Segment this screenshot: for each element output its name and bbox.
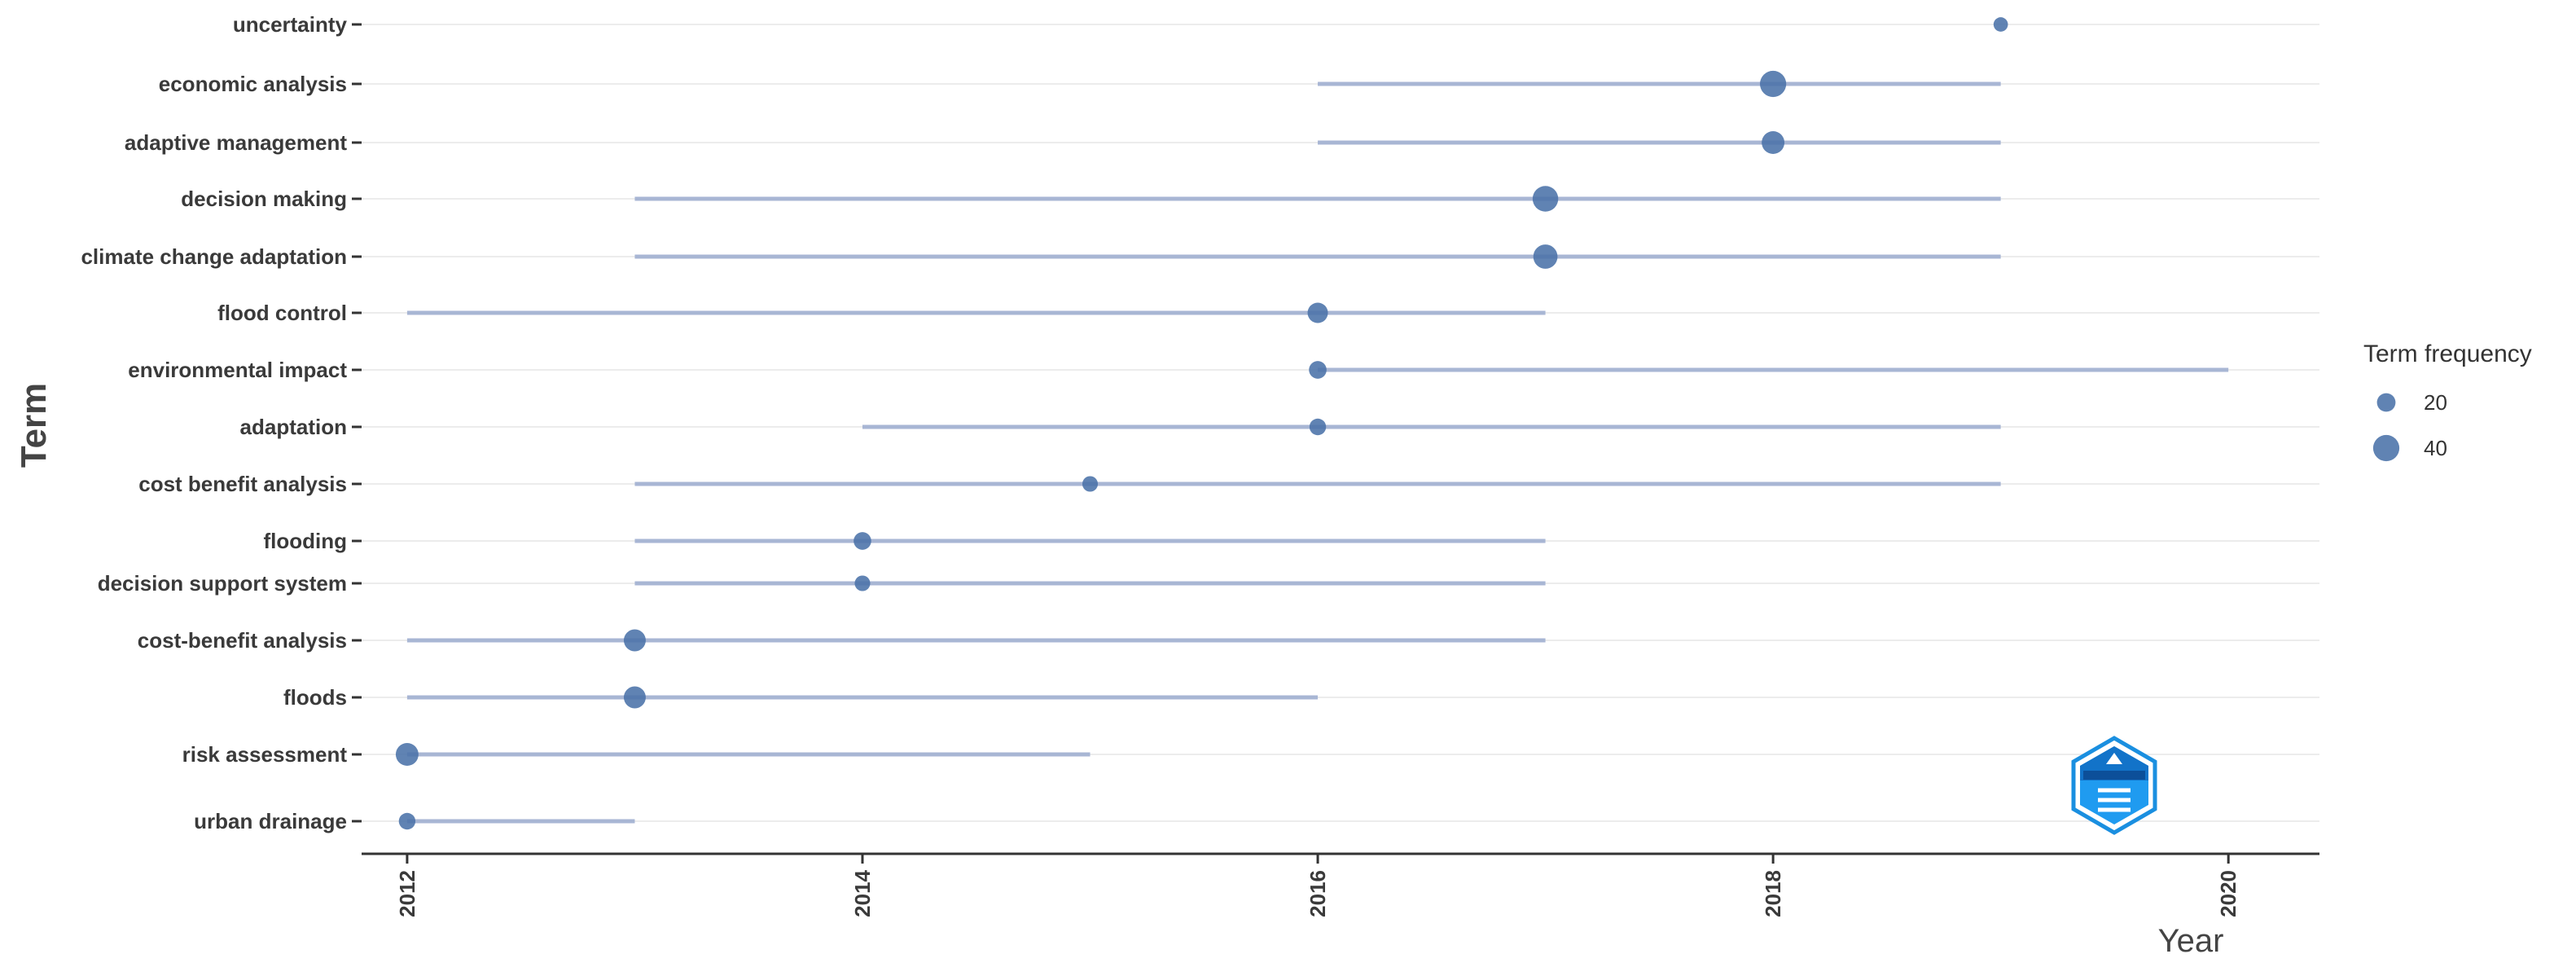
term-label-3: decision making bbox=[181, 187, 347, 211]
term-point-14 bbox=[398, 812, 416, 830]
legend-title: Term frequency bbox=[2363, 341, 2532, 367]
x-tick-label-0: 2012 bbox=[395, 870, 419, 917]
term-point-7 bbox=[1309, 418, 1327, 436]
term-label-13: risk assessment bbox=[182, 742, 348, 767]
term-point-8 bbox=[1082, 476, 1099, 492]
term-point-11 bbox=[623, 629, 646, 652]
term-label-14: urban drainage bbox=[194, 809, 347, 833]
median-year-points bbox=[395, 17, 2008, 830]
legend-label-0: 20 bbox=[2424, 390, 2447, 415]
term-point-5 bbox=[1307, 302, 1328, 323]
bibliometrix-logo-icon bbox=[2071, 736, 2157, 835]
term-point-2 bbox=[1762, 131, 1785, 154]
term-point-10 bbox=[854, 575, 871, 591]
y-axis-term-labels: uncertainty economic analysis adaptive man… bbox=[81, 12, 362, 833]
term-point-6 bbox=[1309, 361, 1327, 379]
x-tick-label-3: 2018 bbox=[1761, 870, 1785, 917]
legend-label-1: 40 bbox=[2424, 436, 2447, 460]
legend: Term frequency 20 40 bbox=[2363, 341, 2532, 462]
legend-key-0 bbox=[2376, 393, 2396, 412]
term-point-4 bbox=[1533, 244, 1558, 269]
y-axis-title: Term bbox=[14, 383, 54, 468]
term-point-1 bbox=[1759, 70, 1787, 98]
term-label-9: flooding bbox=[263, 529, 347, 553]
x-tick-label-4: 2020 bbox=[2216, 870, 2240, 917]
term-point-13 bbox=[395, 743, 419, 766]
term-label-10: decision support system bbox=[98, 571, 347, 596]
term-point-12 bbox=[623, 686, 646, 709]
term-label-7: adaptation bbox=[240, 415, 347, 439]
term-point-9 bbox=[854, 532, 871, 550]
term-label-6: environmental impact bbox=[128, 358, 347, 382]
term-label-12: floods bbox=[283, 685, 347, 710]
legend-key-1 bbox=[2372, 434, 2400, 462]
x-axis-ticks: 2012 2014 2016 2018 2020 bbox=[395, 854, 2240, 917]
term-label-11: cost-benefit analysis bbox=[138, 628, 347, 653]
term-label-4: climate change adaptation bbox=[81, 244, 347, 269]
x-tick-label-1: 2014 bbox=[850, 869, 875, 917]
term-point-3 bbox=[1532, 186, 1559, 212]
x-tick-label-2: 2016 bbox=[1306, 870, 1330, 917]
x-axis-title: Year bbox=[2158, 923, 2224, 959]
term-label-5: flood control bbox=[217, 301, 347, 325]
term-point-0 bbox=[1993, 17, 2008, 32]
term-label-2: adaptive management bbox=[125, 130, 347, 155]
term-label-8: cost benefit analysis bbox=[138, 472, 347, 496]
year-range-lines bbox=[406, 81, 2229, 824]
term-label-1: economic analysis bbox=[159, 72, 347, 96]
term-label-0: uncertainty bbox=[233, 12, 348, 37]
